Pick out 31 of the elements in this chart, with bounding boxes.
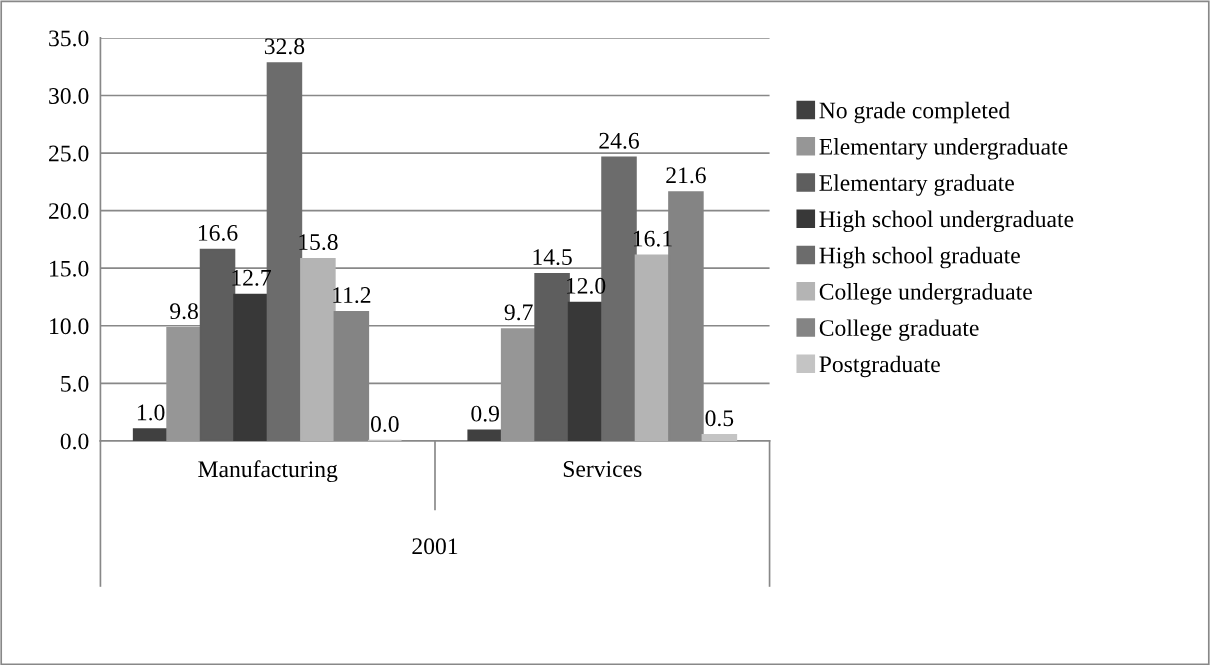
- data-label: 32.8: [264, 38, 305, 55]
- x-axis-title: 2001: [412, 538, 458, 555]
- data-label: 9.8: [170, 303, 198, 320]
- y-tick-label: 15.0: [50, 260, 89, 277]
- y-tick-label: 0.0: [60, 433, 89, 450]
- legend-label: Elementary graduate: [819, 174, 1014, 196]
- data-label: 0.5: [705, 410, 734, 427]
- y-tick-label: 20.0: [49, 203, 89, 220]
- y-tick-label: 30.0: [49, 87, 89, 104]
- legend-label: High school graduate: [819, 246, 1020, 269]
- legend-label: College undergraduate: [819, 283, 1032, 305]
- data-label: 11.2: [333, 287, 371, 304]
- data-label: 0.9: [471, 405, 499, 422]
- data-label: 0.0: [370, 416, 399, 433]
- data-label: 24.6: [599, 132, 639, 149]
- legend-label: High school undergraduate: [819, 210, 1074, 233]
- y-tick-label: 25.0: [49, 145, 89, 162]
- x-tick-label: Services: [563, 461, 642, 477]
- y-tick-label: 35.0: [49, 30, 89, 47]
- x-tick-label: Manufacturing: [198, 460, 338, 483]
- data-label: 9.7: [504, 304, 533, 321]
- y-tick-label: 5.0: [61, 375, 89, 392]
- data-label: 14.5: [533, 249, 572, 266]
- legend-label: No grade completed: [819, 101, 1010, 124]
- legend-label: College graduate: [819, 319, 979, 341]
- legend-label: Elementary undergraduate: [819, 138, 1068, 160]
- data-label: 16.6: [198, 224, 238, 241]
- legend-label: Postgraduate: [819, 355, 940, 378]
- data-label: 1.0: [137, 404, 165, 421]
- data-label: 21.6: [666, 167, 706, 184]
- y-tick-label: 10.0: [50, 318, 89, 335]
